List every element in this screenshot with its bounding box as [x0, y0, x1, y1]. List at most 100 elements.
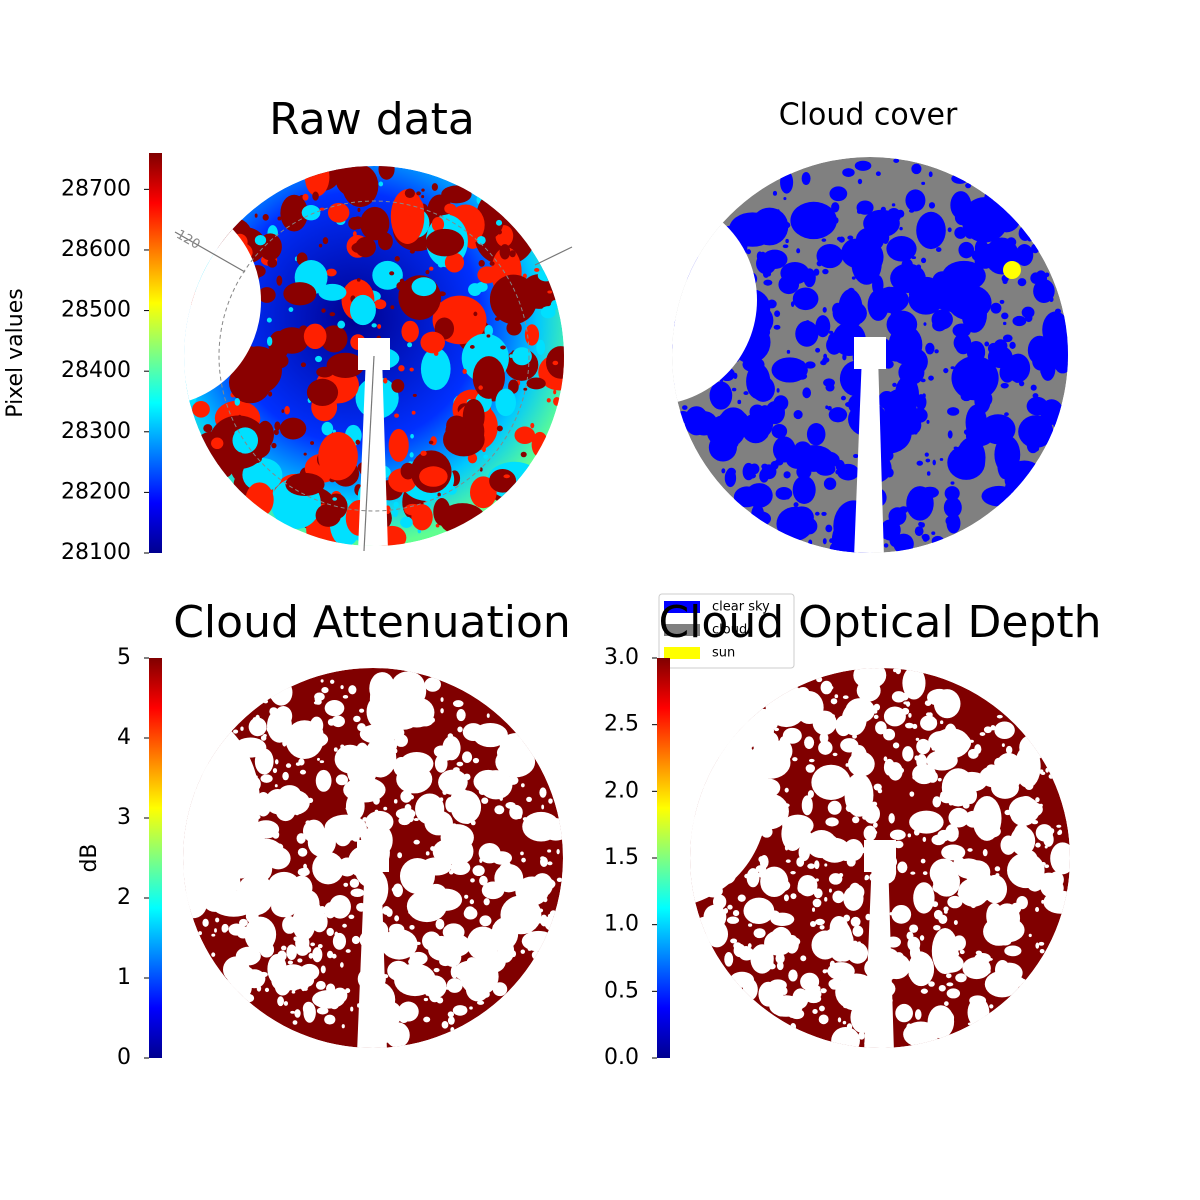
sky-patch	[825, 524, 833, 533]
sky-patch	[469, 345, 475, 349]
sky-patch	[547, 849, 552, 853]
sky-patch	[955, 339, 971, 355]
sky-patch	[801, 795, 813, 816]
sky-patch	[933, 909, 943, 920]
sky-patch	[1040, 862, 1046, 866]
sky-patch	[731, 421, 744, 431]
sky-patch	[935, 247, 942, 252]
sky-patch	[470, 820, 476, 826]
sky-patch	[990, 724, 996, 731]
sky-patch	[413, 818, 419, 822]
sky-patch	[383, 806, 388, 811]
sky-patch	[967, 1022, 973, 1026]
sky-patch	[814, 860, 820, 870]
sky-patch	[226, 966, 236, 983]
sky-patch	[501, 792, 505, 797]
sky-patch	[295, 742, 310, 753]
sky-patch	[448, 870, 454, 875]
sky-patch	[750, 207, 789, 246]
sky-patch	[262, 214, 269, 221]
sky-patch	[283, 282, 317, 306]
sky-patch	[1041, 899, 1045, 904]
sky-patch	[235, 946, 261, 966]
sky-patch	[785, 934, 799, 954]
sky-patch	[765, 400, 785, 425]
sky-patch	[254, 235, 267, 246]
sky-patch	[883, 756, 888, 762]
sky-patch	[369, 830, 375, 837]
sky-patch	[800, 972, 820, 991]
sky-patch	[454, 960, 489, 983]
sky-patch	[878, 222, 885, 228]
sky-patch	[1050, 842, 1070, 875]
sky-patch	[822, 538, 827, 545]
sky-patch	[774, 981, 778, 987]
sky-patch	[946, 973, 952, 979]
sky-patch	[994, 866, 1001, 872]
sky-patch	[952, 323, 971, 338]
sky-patch	[823, 477, 837, 490]
sky-patch	[933, 689, 961, 719]
sky-patch	[332, 497, 338, 501]
sky-patch	[856, 329, 861, 334]
sky-patch	[1017, 278, 1027, 287]
sky-patch	[404, 188, 415, 199]
sky-patch	[919, 935, 925, 941]
mast-mask	[854, 355, 884, 553]
sky-patch	[727, 904, 733, 910]
sky-patch	[798, 843, 810, 862]
sky-patch	[738, 947, 755, 961]
sky-patch	[913, 498, 925, 512]
sky-patch	[441, 185, 472, 204]
sky-patch	[731, 387, 737, 392]
sky-patch	[807, 863, 815, 869]
sky-patch	[330, 679, 335, 684]
sky-patch	[926, 471, 931, 476]
sky-patch	[312, 990, 345, 1009]
sky-patch	[462, 368, 467, 374]
sky-patch	[873, 822, 878, 828]
sky-patch	[954, 833, 959, 839]
sky-patch	[342, 923, 347, 928]
sky-patch	[834, 694, 839, 699]
sky-patch	[444, 203, 457, 214]
sky-patch	[277, 216, 282, 221]
sky-patch	[1026, 438, 1040, 454]
sky-patch	[421, 188, 425, 192]
sky-patch	[889, 912, 893, 916]
sky-patch	[1055, 351, 1061, 356]
sky-patch	[846, 1023, 853, 1031]
sky-patch	[233, 346, 282, 395]
sky-patch	[829, 960, 836, 969]
sky-patch	[1004, 809, 1011, 816]
sky-patch	[317, 757, 320, 761]
sky-patch	[391, 379, 405, 393]
sky-patch	[521, 930, 556, 952]
sky-patch	[733, 486, 760, 508]
sky-patch	[987, 345, 1013, 369]
sky-patch	[915, 737, 920, 741]
sky-patch	[808, 758, 815, 763]
sky-patch	[1015, 244, 1034, 266]
sky-patch	[552, 360, 559, 366]
sky-patch	[804, 837, 810, 842]
sky-patch	[994, 757, 1004, 769]
sky-patch	[928, 171, 933, 178]
sky-patch	[753, 959, 766, 972]
sky-patch	[255, 714, 260, 722]
sky-patch	[914, 1009, 922, 1020]
sky-patch	[198, 931, 202, 936]
sky-patch	[765, 427, 770, 434]
sky-patch	[536, 339, 546, 355]
sky-patch	[460, 942, 471, 953]
sky-patch	[397, 852, 403, 859]
sky-patch	[848, 853, 853, 859]
sky-patch	[974, 1006, 983, 1015]
legend-swatch	[664, 624, 700, 636]
sky-patch	[852, 925, 864, 937]
sky-patch	[766, 299, 777, 309]
sky-patch	[548, 798, 553, 804]
sky-patch	[1039, 803, 1043, 808]
sky-patch	[280, 194, 308, 232]
sky-patch	[845, 763, 849, 767]
